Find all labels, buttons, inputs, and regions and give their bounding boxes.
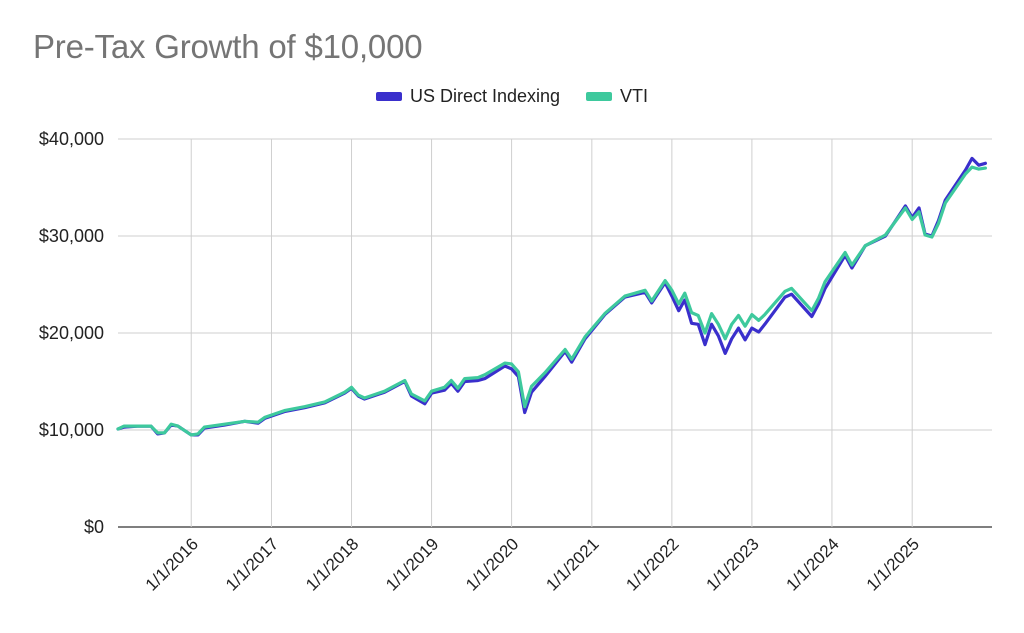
legend: US Direct Indexing VTI <box>0 86 1024 107</box>
x-tick-label: 1/1/2022 <box>622 534 682 594</box>
x-tick-label: 1/1/2024 <box>783 534 843 594</box>
x-tick-label: 1/1/2017 <box>222 534 282 594</box>
legend-item-vti[interactable]: VTI <box>586 86 648 107</box>
legend-label: US Direct Indexing <box>409 86 561 106</box>
x-tick-label: 1/1/2021 <box>542 534 602 594</box>
x-tick-label: 1/1/2020 <box>462 534 522 594</box>
x-tick-label: 1/1/2025 <box>863 534 923 594</box>
y-tick-label: $10,000 <box>39 420 104 440</box>
y-tick-label: $30,000 <box>39 226 104 246</box>
x-tick-label: 1/1/2018 <box>302 534 362 594</box>
y-tick-label: $0 <box>84 517 104 537</box>
legend-swatch <box>586 92 613 101</box>
chart-title: Pre-Tax Growth of $10,000 <box>33 28 423 65</box>
legend-label: VTI <box>620 86 649 106</box>
x-tick-label: 1/1/2016 <box>142 534 202 594</box>
x-tick-label: 1/1/2023 <box>702 534 762 594</box>
series-line-vti <box>116 165 988 437</box>
y-tick-label: $40,000 <box>39 129 104 149</box>
legend-item-us-direct-indexing[interactable]: US Direct Indexing <box>375 86 561 107</box>
y-tick-label: $20,000 <box>39 323 104 343</box>
series-line-us-direct-indexing <box>116 156 988 437</box>
x-tick-label: 1/1/2019 <box>382 534 442 594</box>
legend-swatch <box>375 92 402 101</box>
